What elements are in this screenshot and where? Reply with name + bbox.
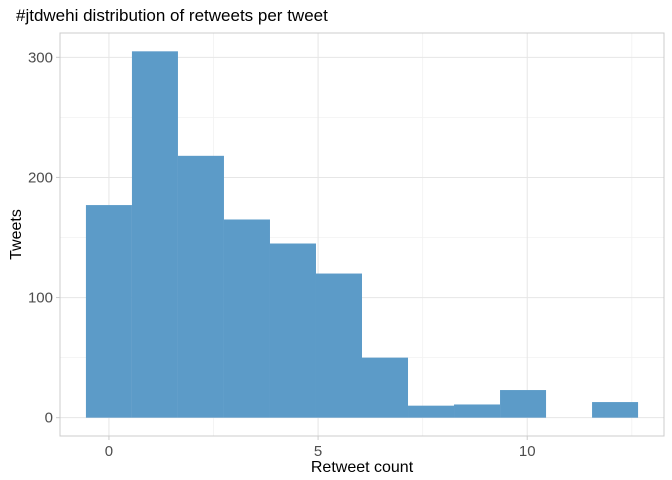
x-tick-label: 0 — [105, 443, 113, 460]
x-tick-label: 10 — [519, 443, 536, 460]
histogram-bar-4 — [269, 243, 316, 418]
x-tick-label: 5 — [314, 443, 322, 460]
histogram-bar-2 — [177, 155, 224, 418]
y-tick-label: 200 — [28, 169, 53, 186]
histogram-bar-8 — [454, 404, 501, 418]
x-axis-title: Retweet count — [311, 459, 414, 476]
histogram-bar-6 — [362, 357, 409, 418]
y-tick-label: 0 — [45, 410, 53, 427]
chart-title: #jtdwehi distribution of retweets per tw… — [16, 6, 328, 25]
y-tick-label: 300 — [28, 49, 53, 66]
histogram-bar-7 — [408, 405, 455, 418]
y-axis-title: Tweets — [8, 209, 25, 260]
histogram-bar-9 — [500, 390, 547, 418]
histogram-bars — [85, 51, 639, 418]
histogram-bar-5 — [315, 273, 362, 418]
histogram-bar-3 — [223, 219, 270, 418]
histogram-bar-1 — [131, 51, 178, 418]
plot-panel-border — [59, 32, 665, 437]
y-tick-label: 100 — [28, 290, 53, 307]
histogram-bar-0 — [85, 205, 132, 418]
histogram-bar-11 — [592, 402, 639, 418]
